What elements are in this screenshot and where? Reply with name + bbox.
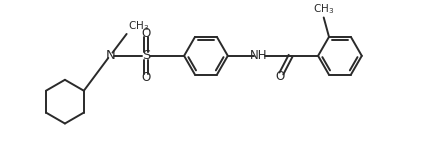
- Text: NH: NH: [250, 49, 268, 62]
- Text: O: O: [275, 70, 285, 84]
- Text: N: N: [106, 49, 115, 62]
- Text: S: S: [142, 49, 150, 62]
- Text: CH$_3$: CH$_3$: [313, 2, 334, 16]
- Text: CH$_3$: CH$_3$: [128, 19, 150, 33]
- Text: O: O: [141, 71, 151, 84]
- Text: O: O: [141, 27, 151, 41]
